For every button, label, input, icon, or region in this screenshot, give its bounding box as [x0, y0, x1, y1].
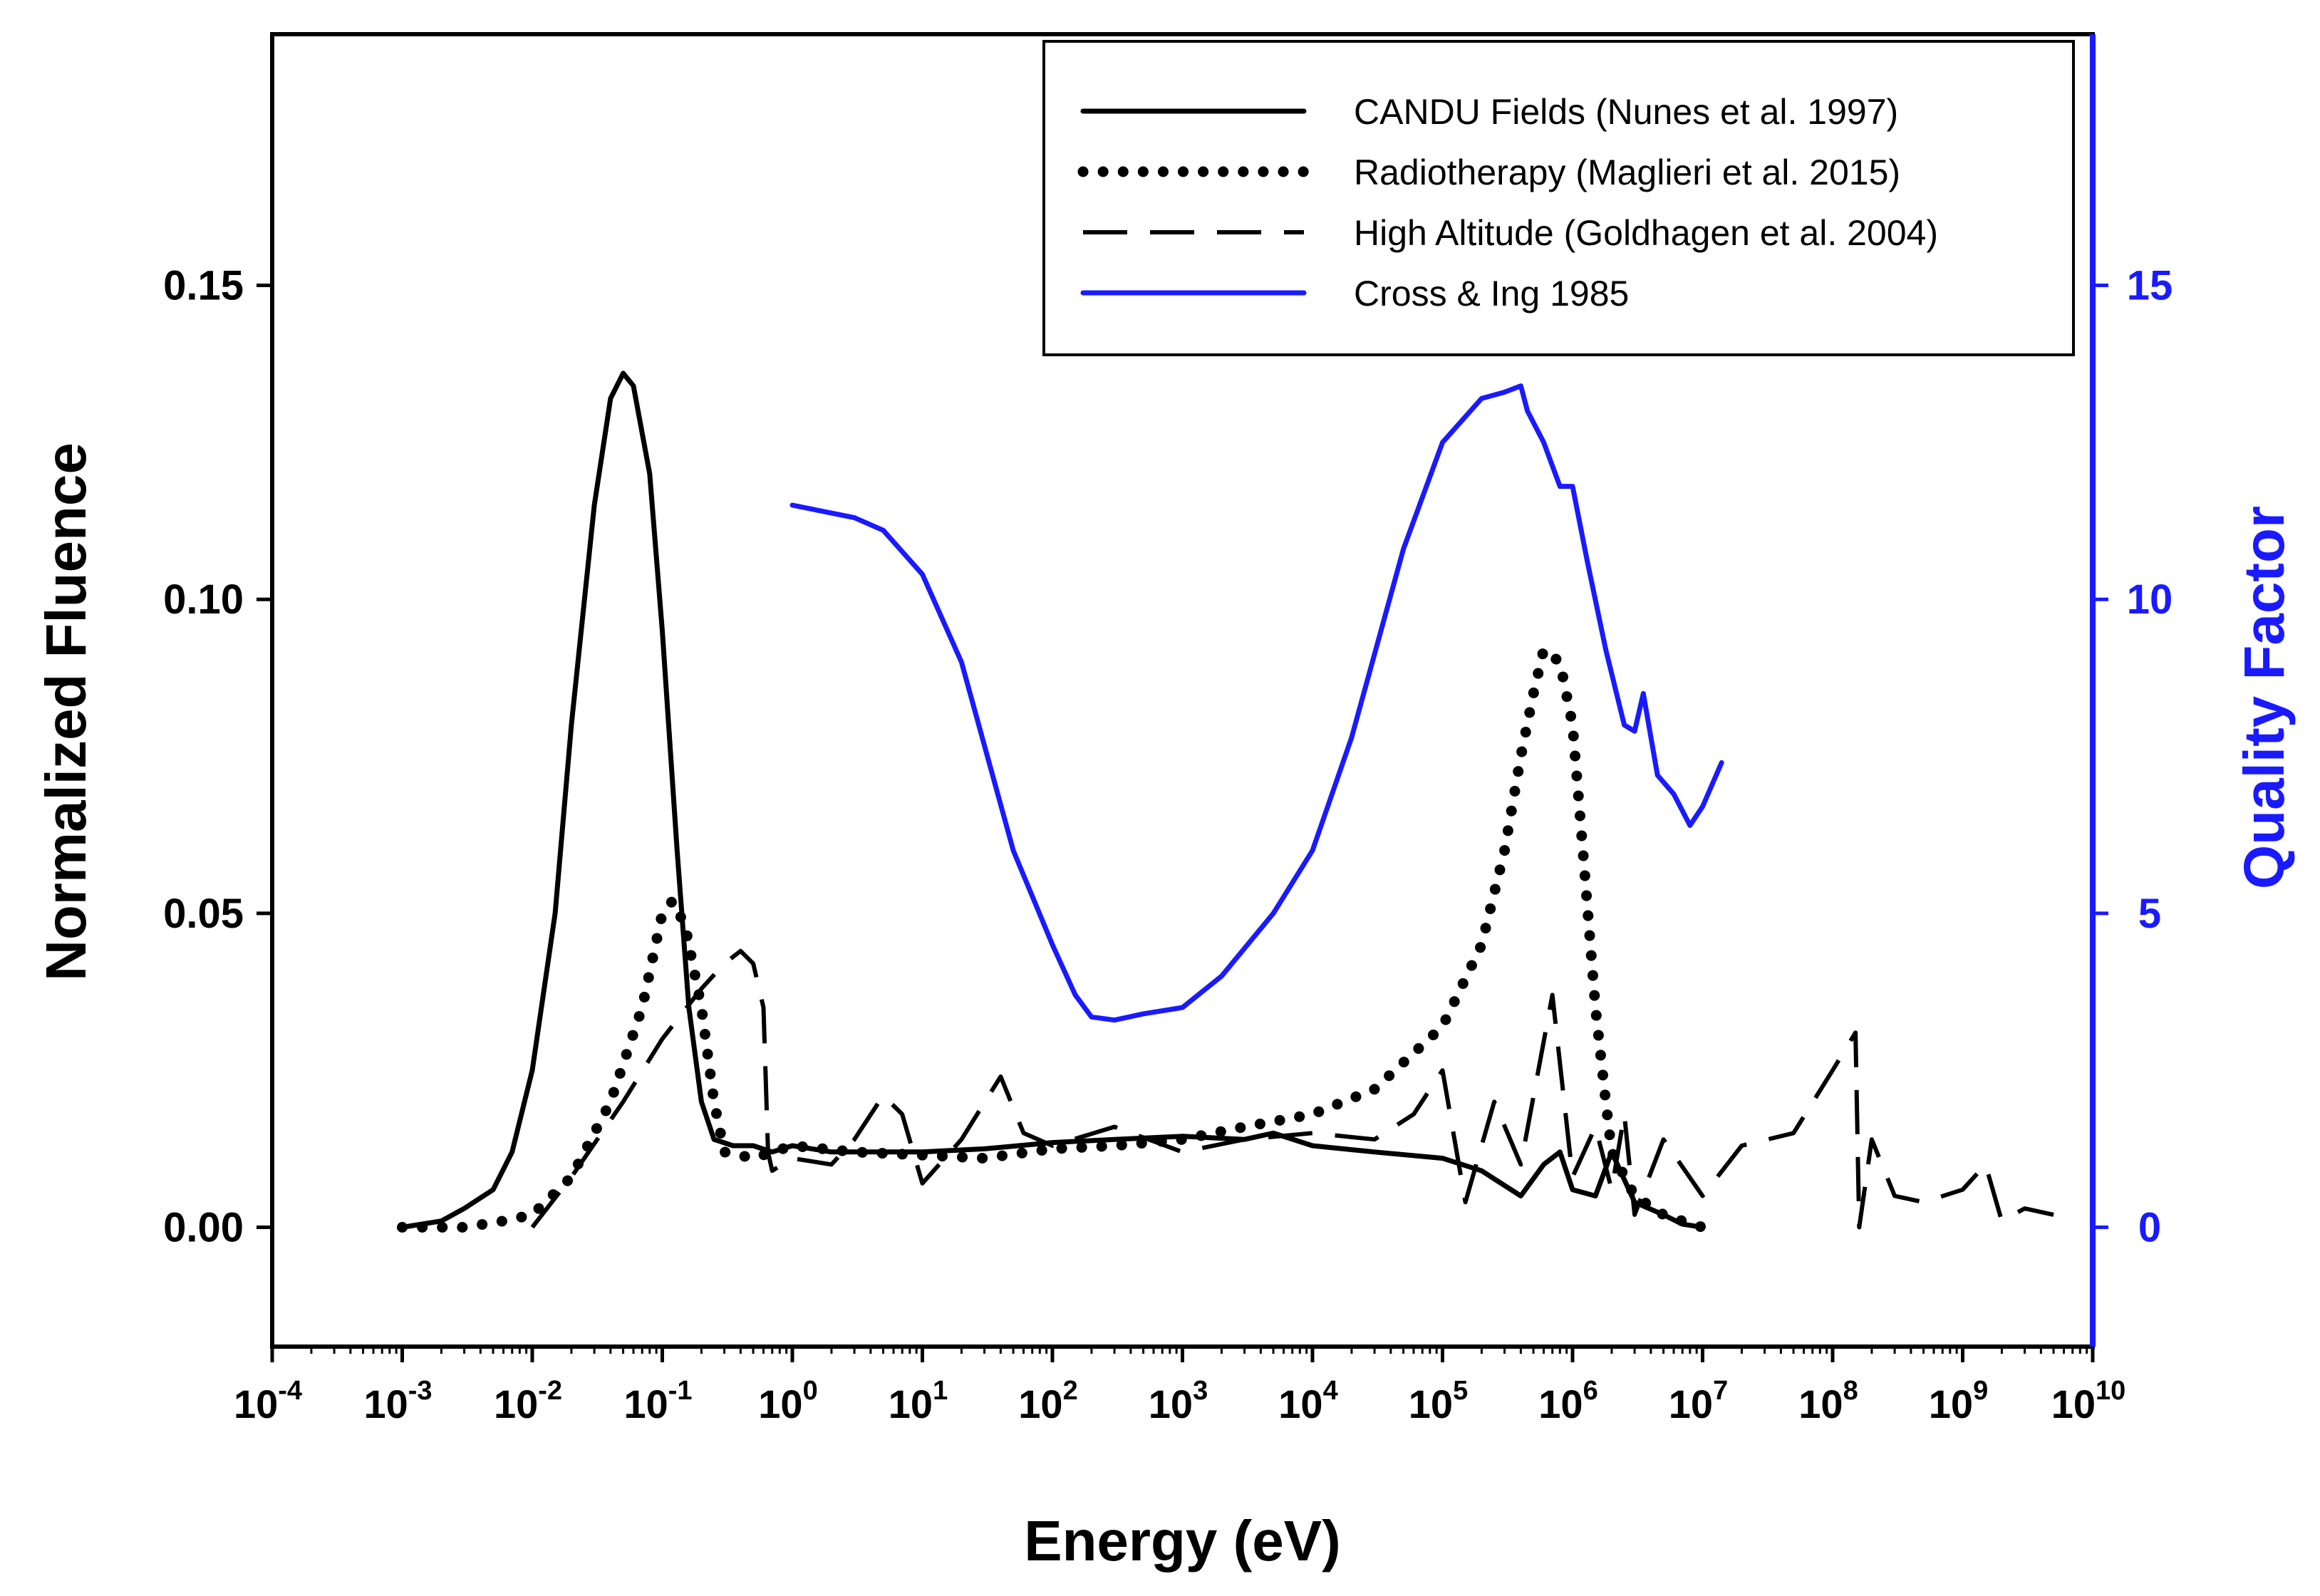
x-tick-label: 106 [1538, 1376, 1597, 1426]
series-layer [397, 370, 2054, 1233]
y-left-tick-label: 0.05 [163, 891, 244, 937]
y-axis-right-title: Quality Factor [2232, 506, 2296, 889]
legend: CANDU Fields (Nunes et al. 1997) Radiothe… [1042, 40, 2075, 356]
x-tick-label: 109 [1929, 1376, 1988, 1426]
x-axis-title: Energy (eV) [1024, 1509, 1341, 1572]
x-tick-label: 1010 [2051, 1376, 2126, 1426]
y-right-tick-label: 10 [2127, 576, 2173, 623]
x-tick-label: 103 [1149, 1376, 1208, 1426]
y-right-tick-label: 15 [2127, 263, 2173, 309]
x-tick-label: 104 [1278, 1376, 1337, 1426]
y-left-tick-label: 0.10 [163, 576, 244, 623]
y-right-tick-label: 0 [2138, 1205, 2161, 1251]
x-tick-label: 102 [1018, 1376, 1077, 1426]
legend-label-4: Cross & Ing 1985 [1354, 274, 1629, 314]
y-right-tick-label: 5 [2138, 891, 2161, 937]
x-tick-label: 108 [1798, 1376, 1858, 1426]
x-tick-label: 10-1 [623, 1376, 692, 1426]
x-tick-label: 10-4 [234, 1376, 302, 1426]
legend-box [1042, 40, 2075, 356]
series-line-4 [789, 383, 1724, 1023]
x-tick-label: 10-3 [363, 1376, 432, 1426]
y-left-tick-label: 0.15 [163, 263, 244, 309]
series-line-2 [397, 644, 1708, 1233]
x-tick-label: 100 [758, 1376, 817, 1426]
legend-label-3: High Altitude (Goldhagen et al. 2004) [1354, 213, 1938, 253]
series-line-3 [530, 948, 2054, 1230]
y-left-tick-label: 0.00 [163, 1205, 244, 1251]
x-tick-label: 10-2 [494, 1376, 562, 1426]
x-tick-label: 105 [1409, 1376, 1468, 1426]
x-tick-label: 107 [1669, 1376, 1728, 1426]
series-line-1 [400, 370, 1705, 1230]
legend-label-1: CANDU Fields (Nunes et al. 1997) [1354, 92, 1898, 132]
y-axis-left-title: Normalized Fluence [34, 442, 98, 981]
legend-label-2: Radiotherapy (Maglieri et al. 2015) [1354, 152, 1900, 192]
x-tick-label: 101 [889, 1376, 948, 1426]
axis-ticks: 10-4 10-3 10-2 10-1 100 101 102 103 104 105 106 107… [163, 263, 2173, 1426]
